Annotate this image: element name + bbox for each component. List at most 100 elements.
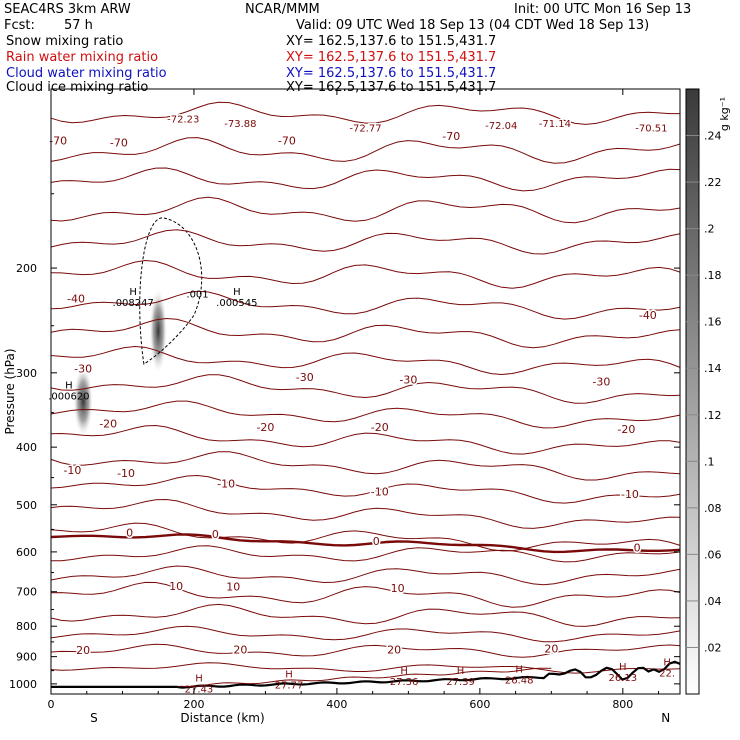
- isotherm-line: [50, 167, 681, 192]
- max-marker-symbol: H: [400, 666, 408, 677]
- contour-label: -30: [399, 374, 417, 387]
- max-marker-value: 27.39: [446, 677, 475, 688]
- contour-label: -71.14: [539, 119, 571, 130]
- field-label-rain: Rain water mixing ratio: [6, 50, 159, 65]
- y-tick-label: 1000: [9, 678, 37, 691]
- contour-label: -70.51: [635, 123, 667, 134]
- contour-label: -10: [63, 464, 81, 477]
- contour-label: -72.04: [485, 121, 517, 132]
- field-xy-snow: XY= 162.5,137.6 to 151.5,431.7: [286, 34, 497, 49]
- field-xy-cloud-water: XY= 162.5,137.6 to 151.5,431.7: [286, 66, 497, 81]
- contour-label: 0: [634, 542, 641, 555]
- isotherm-line: [50, 345, 681, 376]
- max-marker-symbol: H: [285, 669, 293, 680]
- field-label-snow: Snow mixing ratio: [6, 34, 124, 49]
- contour-label: -72.77: [349, 123, 381, 134]
- isotherm-line: [50, 625, 681, 643]
- x-tick-label: 800: [612, 698, 633, 711]
- contour-label: -72.23: [167, 114, 199, 125]
- y-tick-label: 300: [16, 367, 37, 380]
- max-marker-value: .008247: [113, 298, 154, 309]
- isotherm-line: [50, 565, 681, 586]
- contour-label: 0: [212, 528, 219, 541]
- max-marker-value: 27.43: [185, 684, 214, 695]
- colorbar-unit-label: g kg⁻¹: [718, 97, 731, 131]
- isotherm-line: [50, 400, 681, 429]
- contour-label: 20: [544, 642, 558, 655]
- x-tick-label: 0: [48, 698, 55, 711]
- isotherm-line: [50, 196, 681, 224]
- y-tick-label: 900: [16, 651, 37, 664]
- organization: NCAR/MMM: [245, 2, 320, 17]
- isotherm-line: [50, 317, 681, 349]
- isotherm-line: [50, 137, 681, 164]
- isotherm-line: [50, 643, 681, 658]
- max-marker-symbol: H: [65, 381, 73, 392]
- contour-label: -10: [371, 486, 389, 499]
- contour-label: 10: [391, 582, 405, 595]
- contour-label: -70: [49, 134, 67, 147]
- max-marker-symbol: H: [233, 287, 241, 298]
- colorbar-tick-label: .04: [704, 595, 722, 608]
- isotherm-line: [50, 662, 681, 674]
- colorbar-tick-label: .14: [704, 362, 722, 375]
- contour-label: -20: [371, 421, 389, 434]
- max-marker-value: .000545: [216, 298, 257, 309]
- colorbar-tick-label: .06: [704, 548, 722, 561]
- field-xy-rain: XY= 162.5,137.6 to 151.5,431.7: [286, 50, 497, 65]
- max-marker-symbol: H: [457, 666, 465, 677]
- max-marker-value: 27.77: [275, 680, 304, 691]
- contour-label: -40: [67, 293, 85, 306]
- isotherm-line: [50, 474, 681, 504]
- max-marker-symbol: H: [129, 287, 137, 298]
- contour-label: 20: [76, 644, 90, 657]
- max-marker-value: .000620: [48, 392, 89, 403]
- isotherm-line: [50, 259, 681, 289]
- colorbar-tick-label: .16: [704, 316, 722, 329]
- cloud-ice-dashed-contour: [139, 217, 203, 365]
- isotherm-line: [51, 545, 681, 563]
- contour-label: -30: [592, 375, 610, 388]
- y-tick-label: 200: [16, 262, 37, 275]
- isotherm-line: [50, 290, 681, 320]
- field-label-cloud-ice: Cloud ice mixing ratio: [6, 80, 149, 95]
- max-marker-value: 27.36: [390, 677, 419, 688]
- x-tick-label: 400: [326, 698, 347, 711]
- colorbar-tick-label: .02: [704, 641, 722, 654]
- contour-label: -40: [639, 309, 657, 322]
- south-end-label: S: [90, 711, 98, 725]
- contour-label: 10: [226, 581, 240, 594]
- contour-label: -10: [621, 488, 639, 501]
- x-axis-label: Distance (km): [180, 711, 264, 725]
- north-end-label: N: [661, 711, 670, 725]
- terrain-line: [51, 660, 681, 689]
- max-marker-symbol: H: [663, 658, 671, 669]
- isotherm-zero-line: [50, 533, 681, 554]
- contour-label: -73.88: [224, 119, 256, 130]
- x-tick-label: 200: [183, 698, 204, 711]
- y-tick-label: 600: [16, 546, 37, 559]
- shaded-cloud-west: [73, 365, 94, 438]
- contour-label: -20: [99, 417, 117, 430]
- max-marker-value: 22.: [659, 669, 675, 680]
- contour-label: 20: [387, 644, 401, 657]
- colorbar-tick-label: .22: [704, 176, 722, 189]
- ice-contour-label: .001: [186, 289, 208, 300]
- field-xy-cloud-ice: XY= 162.5,137.6 to 151.5,431.7: [286, 80, 497, 95]
- contour-label: -10: [217, 477, 235, 490]
- contour-label: -70: [442, 130, 460, 143]
- surface-isotherm-line: [179, 667, 552, 688]
- contour-label: -10: [117, 467, 135, 480]
- contour-label: 0: [126, 527, 133, 540]
- plot-frame: [50, 88, 681, 695]
- model-title: SEAC4RS 3km ARW: [4, 2, 131, 17]
- y-tick-label: 700: [16, 586, 37, 599]
- colorbar: [685, 88, 700, 695]
- colorbar-tick-label: .1: [704, 455, 715, 468]
- valid-time: Valid: 09 UTC Wed 18 Sep 13 (04 CDT Wed …: [296, 18, 650, 33]
- y-tick-label: 500: [16, 499, 37, 512]
- isotherm-line: [50, 101, 680, 125]
- isotherm-line: [50, 498, 681, 529]
- colorbar-tick-label: .24: [704, 130, 722, 143]
- contour-label: 10: [169, 580, 183, 593]
